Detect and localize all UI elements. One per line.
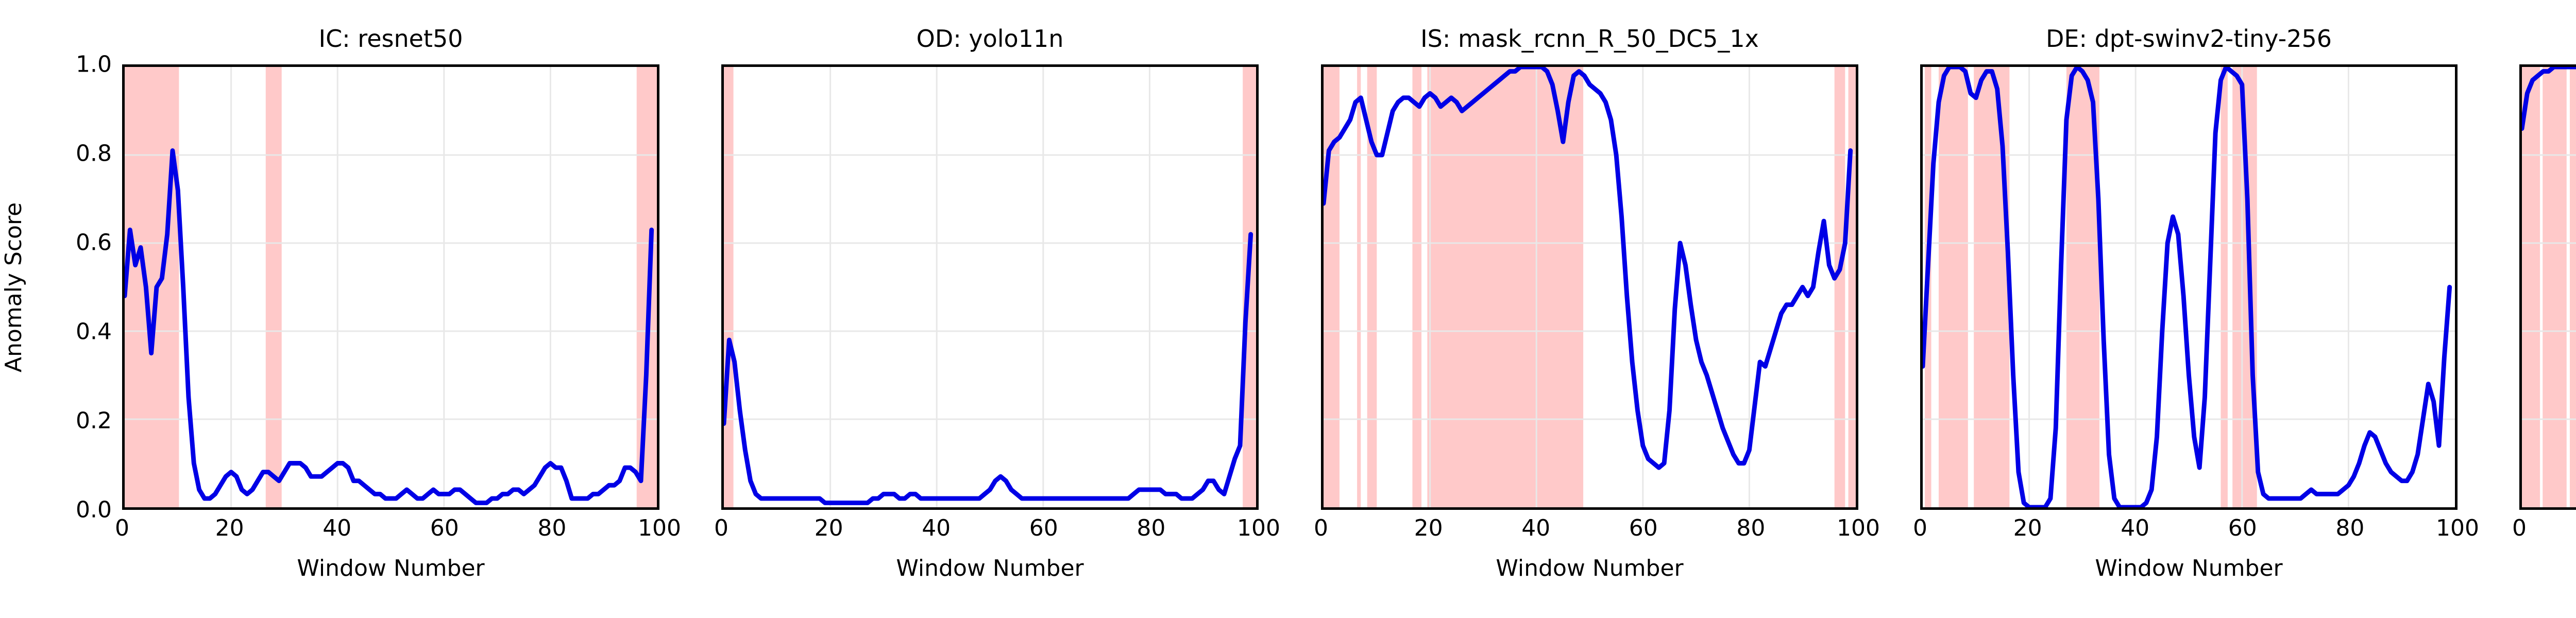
x-tick-label: 0	[115, 515, 129, 541]
anomaly-region	[1367, 67, 1377, 507]
anomaly-shading-group	[125, 67, 657, 507]
plot-area	[721, 64, 1259, 510]
anomaly-region	[1324, 67, 1340, 507]
panel-title: OD: yolo11n	[916, 25, 1064, 53]
x-tick-label: 80	[2335, 515, 2365, 541]
x-tick-label: 80	[1736, 515, 1766, 541]
x-tick-label: 80	[537, 515, 567, 541]
x-tick-label: 60	[430, 515, 459, 541]
plot-svg	[1923, 67, 2455, 507]
anomaly-score-line	[1923, 67, 2452, 507]
anomaly-shading-group	[2522, 67, 2576, 507]
anomaly-region	[1974, 67, 2010, 507]
gridlines	[724, 67, 1256, 507]
x-tick-label: 40	[1521, 515, 1551, 541]
plot-svg	[125, 67, 657, 507]
x-tick-label: 40	[323, 515, 352, 541]
y-tick-label: 0.6	[76, 229, 112, 256]
chart-panel-4: DE: dpt-swinv2-tiny-256 0 20 40 60 80 100 Windo…	[1913, 0, 2479, 618]
panel-title: PE: yolo11l	[2519, 25, 2576, 53]
x-tick-label: 60	[1629, 515, 1658, 541]
x-tick-label: 0	[1314, 515, 1328, 541]
x-tick-label: 100	[2436, 515, 2479, 541]
anomaly-region	[125, 67, 179, 507]
anomaly-score-line	[1324, 67, 1853, 470]
anomaly-region	[1427, 67, 1584, 507]
anomaly-region	[2569, 67, 2576, 507]
x-axis-label: Window Number	[1496, 555, 1684, 581]
x-tick-label: 20	[1414, 515, 1443, 541]
plot-area	[1920, 64, 2458, 510]
x-tick-label: 0	[714, 515, 728, 541]
anomaly-region	[1938, 67, 1968, 507]
chart-panel-5: PE: yolo11l020406080100Window Number	[2512, 0, 2576, 618]
y-tick-label: 1.0	[76, 51, 112, 78]
anomaly-score-line	[125, 148, 654, 505]
x-axis-label: Window Number	[2095, 555, 2283, 581]
x-tick-label: 0	[1913, 515, 1927, 541]
anomaly-region	[1412, 67, 1422, 507]
x-axis-label: Window Number	[297, 555, 485, 581]
chart-panel-3: IS: mask_rcnn_R_50_DC5_1x 0 20 40 60 80 100 Win…	[1314, 0, 1880, 618]
x-tick-label: 60	[1029, 515, 1058, 541]
anomaly-region	[2543, 67, 2567, 507]
anomaly-region	[1834, 67, 1845, 507]
plot-svg	[724, 67, 1256, 507]
x-tick-label: 20	[814, 515, 843, 541]
anomaly-region	[724, 67, 734, 507]
y-axis-label: Anomaly Score	[1, 202, 27, 372]
gridlines	[1324, 67, 1856, 507]
anomaly-score-line	[724, 232, 1253, 505]
plot-svg	[2522, 67, 2576, 507]
x-tick-label: 100	[1237, 515, 1280, 541]
chart-panel-1: IC: resnet50 0 20 40 60 80 100 Window Number 0.0…	[1, 0, 681, 618]
anomaly-region	[1357, 67, 1361, 507]
x-tick-label: 40	[2121, 515, 2150, 541]
plot-area	[2519, 64, 2576, 510]
anomaly-region	[2522, 67, 2540, 507]
y-tick-label: 0.8	[76, 140, 112, 167]
y-tick-label: 0.4	[76, 318, 112, 345]
x-tick-label: 0	[2512, 515, 2527, 541]
anomaly-shading-group	[1925, 67, 2257, 507]
plot-area	[122, 64, 659, 510]
panel-title: IS: mask_rcnn_R_50_DC5_1x	[1420, 25, 1759, 53]
x-tick-label: 100	[638, 515, 681, 541]
x-tick-label: 80	[1137, 515, 1166, 541]
x-axis-label: Window Number	[896, 555, 1084, 581]
y-tick-label: 0.0	[76, 496, 112, 523]
x-tick-label: 20	[215, 515, 244, 541]
anomaly-region	[265, 67, 282, 507]
plot-area	[1321, 64, 1858, 510]
panel-title: DE: dpt-swinv2-tiny-256	[2045, 25, 2332, 53]
plot-svg	[1324, 67, 1856, 507]
y-tick-label: 0.2	[76, 407, 112, 434]
x-tick-label: 40	[922, 515, 951, 541]
x-tick-label: 20	[2013, 515, 2042, 541]
x-tick-label: 100	[1837, 515, 1880, 541]
anomaly-shading-group	[724, 67, 1256, 507]
anomaly-region	[2221, 67, 2228, 507]
panel-title: IC: resnet50	[318, 25, 463, 53]
chart-panel-2: OD: yolo11n 0 20 40 60 80 100 Window Number	[714, 0, 1280, 618]
anomaly-shading-group	[1324, 67, 1856, 507]
anomaly-region	[636, 67, 657, 507]
anomaly-region	[1848, 67, 1856, 507]
gridlines	[125, 67, 657, 507]
x-axis-label: Window Number	[2519, 555, 2576, 581]
x-tick-label: 60	[2228, 515, 2257, 541]
